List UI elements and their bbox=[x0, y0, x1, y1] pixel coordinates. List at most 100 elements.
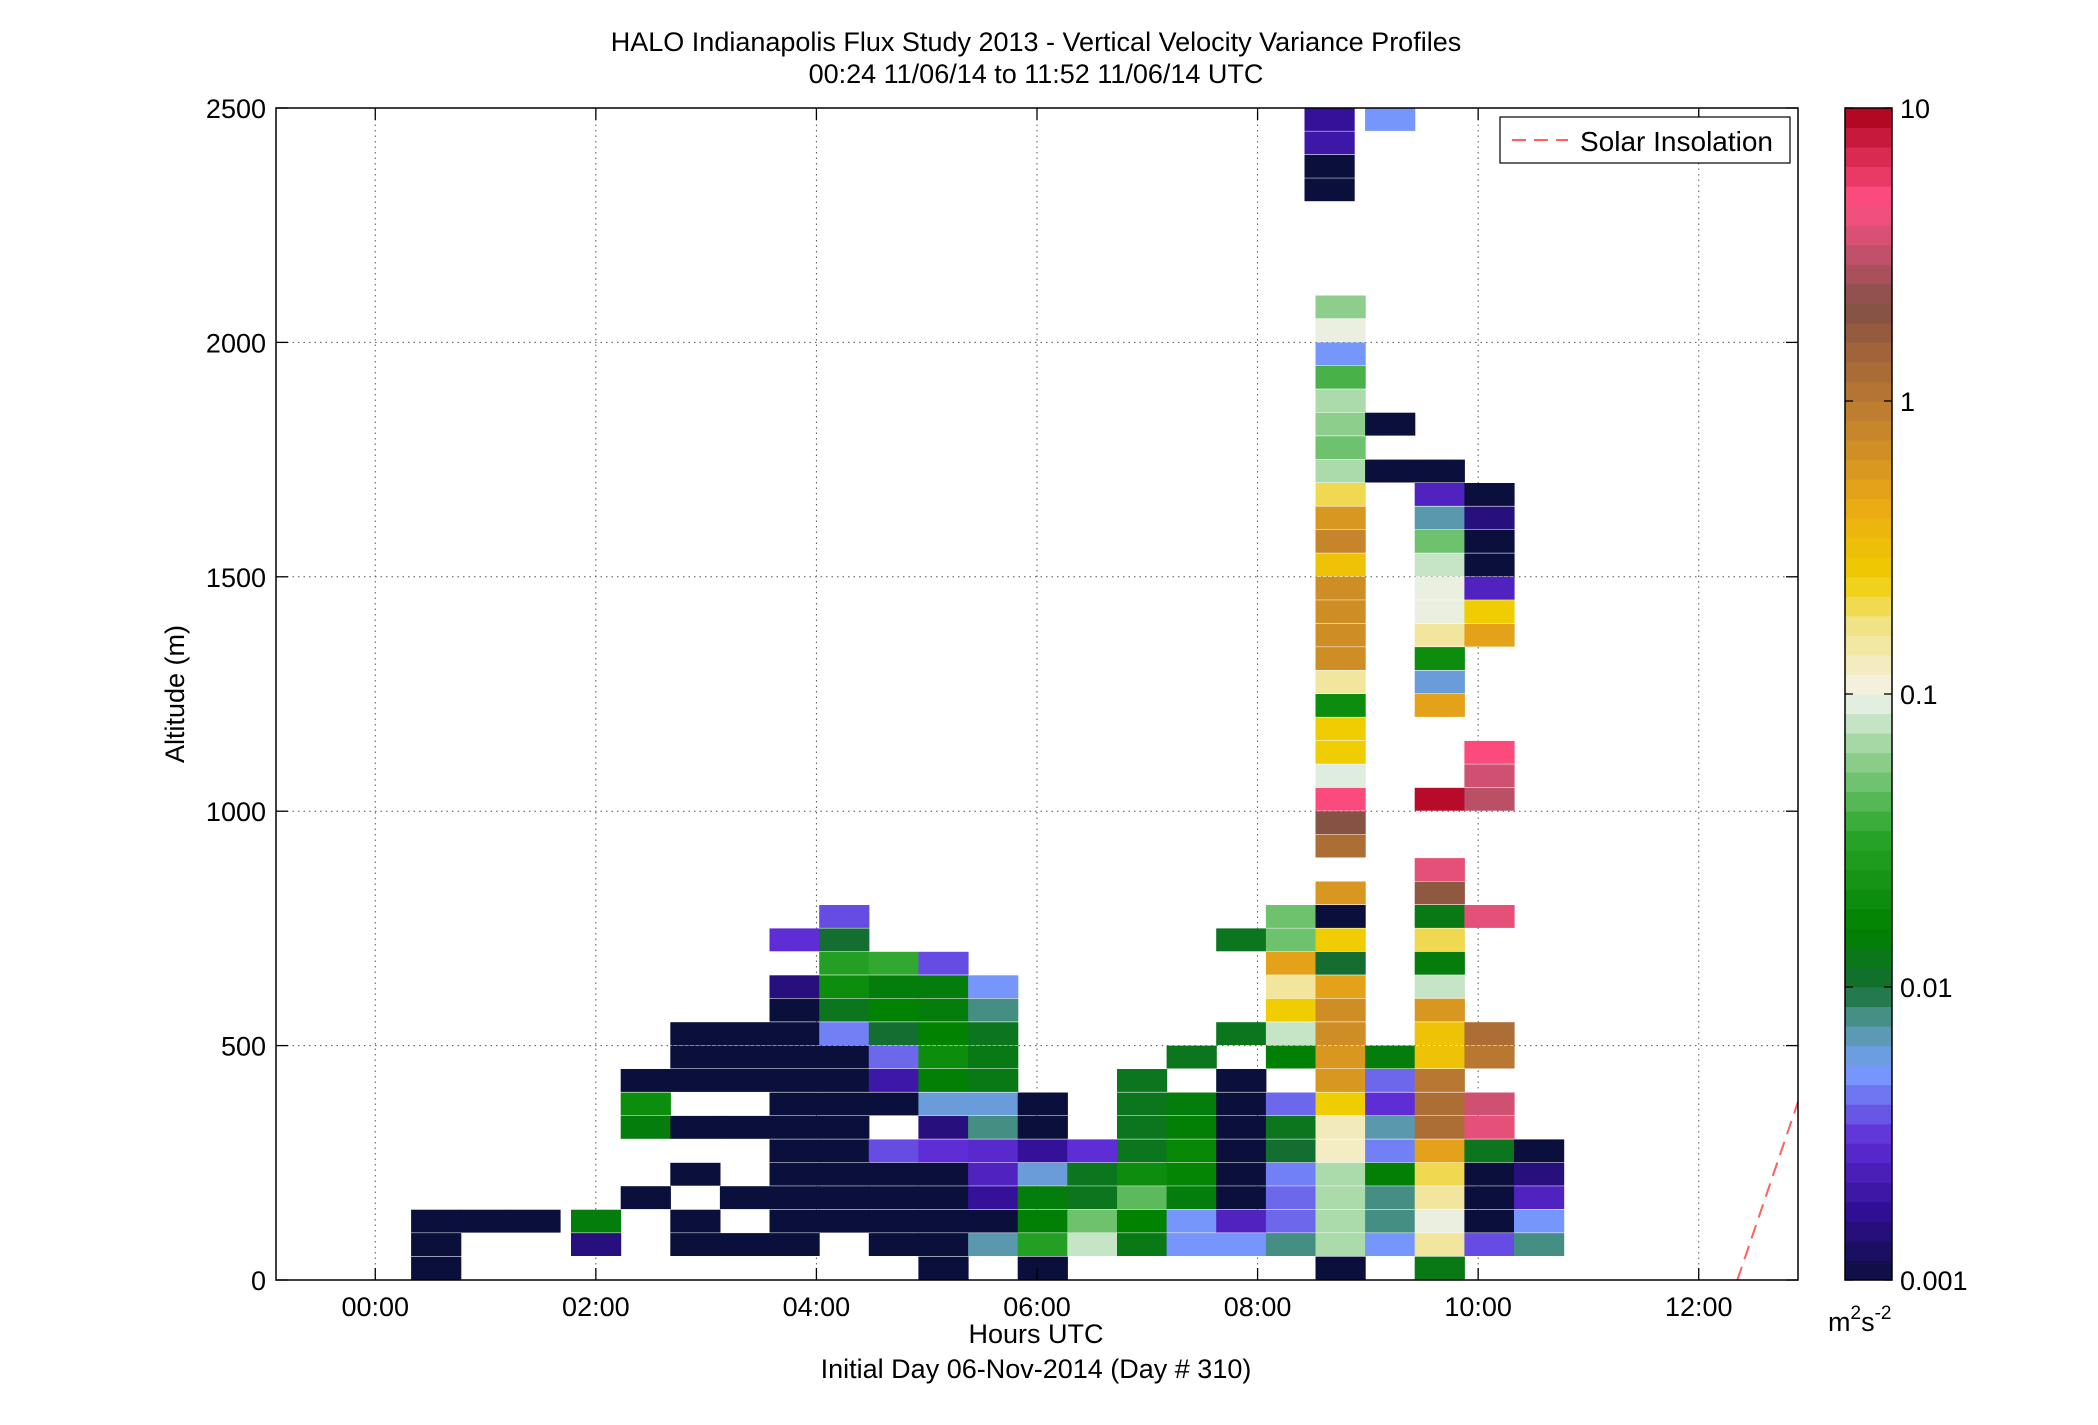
colorbar-band bbox=[1845, 186, 1892, 207]
heatmap-cell bbox=[868, 998, 919, 1022]
heatmap-cell bbox=[1315, 1115, 1366, 1139]
heatmap-cell bbox=[968, 1069, 1019, 1092]
heatmap-cell bbox=[1265, 1092, 1317, 1116]
heatmap-cell bbox=[1315, 1162, 1366, 1186]
heatmap-cell bbox=[1414, 1069, 1465, 1092]
colorbar-band bbox=[1845, 381, 1892, 402]
heatmap-cell bbox=[1365, 412, 1416, 436]
x-tick-label: 02:00 bbox=[562, 1292, 630, 1322]
heatmap-cell bbox=[868, 1186, 919, 1210]
heatmap-cell bbox=[1216, 1233, 1267, 1256]
colorbar-band bbox=[1845, 108, 1892, 129]
solar-insolation-series bbox=[1736, 1101, 1799, 1281]
colorbar-unit: m2s-2 bbox=[1828, 1303, 1891, 1337]
heatmap-cell bbox=[1315, 319, 1366, 342]
heatmap-cell bbox=[1265, 928, 1317, 952]
heatmap-cell bbox=[670, 1209, 721, 1233]
x-axis-sublabel: Initial Day 06-Nov-2014 (Day # 310) bbox=[821, 1354, 1252, 1384]
heatmap-cell bbox=[918, 1162, 969, 1186]
heatmap-cell bbox=[868, 1045, 919, 1069]
heatmap-cell bbox=[968, 1139, 1019, 1163]
heatmap-cell bbox=[1414, 529, 1465, 553]
heatmap-cell bbox=[769, 1069, 820, 1092]
y-tick-label: 0 bbox=[251, 1266, 266, 1296]
heatmap-cell bbox=[1315, 1045, 1366, 1069]
heatmap-cell bbox=[1315, 1186, 1366, 1210]
colorbar-band bbox=[1845, 967, 1892, 988]
legend-box bbox=[1499, 116, 1791, 164]
chart-title: HALO Indianapolis Flux Study 2013 - Vert… bbox=[611, 27, 1461, 57]
heatmap-cell bbox=[1464, 1186, 1515, 1210]
colorbar: 0.001 0.01 0.1 1 10 m2s-2 bbox=[1828, 94, 1968, 1337]
heatmap-cell bbox=[1414, 1162, 1465, 1186]
heatmap-cell bbox=[1414, 1186, 1465, 1210]
heatmap-cell bbox=[1315, 1139, 1366, 1163]
heatmap-cell bbox=[1017, 1139, 1068, 1163]
heatmap-cell bbox=[1216, 928, 1267, 952]
heatmap-cell bbox=[769, 1209, 820, 1233]
heatmap-cell bbox=[670, 1115, 721, 1139]
heatmap-cell bbox=[1414, 928, 1465, 952]
heatmap-cell bbox=[1315, 1209, 1366, 1233]
heatmap-cell bbox=[819, 1069, 870, 1092]
heatmap-cell bbox=[1017, 1233, 1068, 1256]
heatmap-cell bbox=[1117, 1209, 1168, 1233]
heatmap-cell bbox=[1514, 1162, 1565, 1186]
colorbar-band bbox=[1845, 635, 1892, 656]
heatmap-cell bbox=[968, 1209, 1019, 1233]
heatmap-cell bbox=[769, 1092, 820, 1116]
heatmap-cell bbox=[1315, 764, 1366, 788]
heatmap-cell bbox=[1166, 1139, 1217, 1163]
heatmap-cell bbox=[1464, 1162, 1515, 1186]
heatmap-cell bbox=[1315, 647, 1366, 670]
heatmap-cell bbox=[1365, 1209, 1416, 1233]
colorbar-band bbox=[1845, 1221, 1892, 1242]
heatmap-cell bbox=[769, 975, 820, 999]
heatmap-cell bbox=[1216, 1022, 1267, 1046]
heatmap-cell bbox=[769, 1139, 820, 1163]
heatmap-cell bbox=[1117, 1069, 1168, 1092]
heatmap-cell bbox=[819, 951, 870, 975]
axis-ticks bbox=[276, 107, 1798, 1281]
heatmap-cell bbox=[1315, 717, 1366, 741]
heatmap-cell bbox=[1514, 1139, 1565, 1163]
colorbar-band bbox=[1845, 1084, 1892, 1105]
heatmap-cell bbox=[1315, 1022, 1366, 1046]
colorbar-band bbox=[1845, 322, 1892, 343]
heatmap-cell bbox=[1464, 1115, 1515, 1139]
heatmap-cell bbox=[1414, 1092, 1465, 1116]
heatmap-cell bbox=[1017, 1209, 1068, 1233]
colorbar-band bbox=[1845, 596, 1892, 617]
heatmap-cell bbox=[1315, 600, 1366, 624]
heatmap-cell bbox=[1414, 1139, 1465, 1163]
heatmap-cell bbox=[1315, 905, 1366, 928]
heatmap-cell bbox=[1464, 506, 1515, 530]
heatmap-cell bbox=[1464, 1233, 1515, 1256]
colorbar-band bbox=[1845, 283, 1892, 304]
colorbar-unit-exp1: 2 bbox=[1851, 1303, 1862, 1324]
heatmap-cell bbox=[1216, 1162, 1267, 1186]
heatmap-cell bbox=[1265, 1045, 1317, 1069]
heatmap-cell bbox=[1265, 1233, 1317, 1256]
heatmap-cell bbox=[1315, 483, 1366, 506]
colorbar-band bbox=[1845, 889, 1892, 910]
heatmap-cell bbox=[1304, 178, 1355, 202]
colorbar-band bbox=[1845, 1182, 1892, 1203]
heatmap-cell bbox=[719, 1069, 771, 1092]
colorbar-band bbox=[1845, 537, 1892, 558]
heatmap-cell bbox=[968, 1092, 1019, 1116]
heatmap-cell bbox=[769, 928, 820, 952]
heatmap-cell bbox=[1414, 576, 1465, 600]
x-tick-label: 06:00 bbox=[1003, 1292, 1071, 1322]
heatmap-cell bbox=[1414, 623, 1465, 647]
heatmap-cell bbox=[1067, 1186, 1118, 1210]
heatmap-cell bbox=[719, 1115, 771, 1139]
heatmap-cell bbox=[1216, 1069, 1267, 1092]
heatmap-cell bbox=[620, 1092, 671, 1116]
heatmap-cell bbox=[918, 1022, 969, 1046]
colorbar-band bbox=[1845, 772, 1892, 793]
colorbar-tick-label: 0.001 bbox=[1900, 1266, 1968, 1296]
heatmap-cell bbox=[769, 1045, 820, 1069]
heatmap-cell bbox=[1166, 1233, 1217, 1256]
heatmap-cell bbox=[868, 1162, 919, 1186]
